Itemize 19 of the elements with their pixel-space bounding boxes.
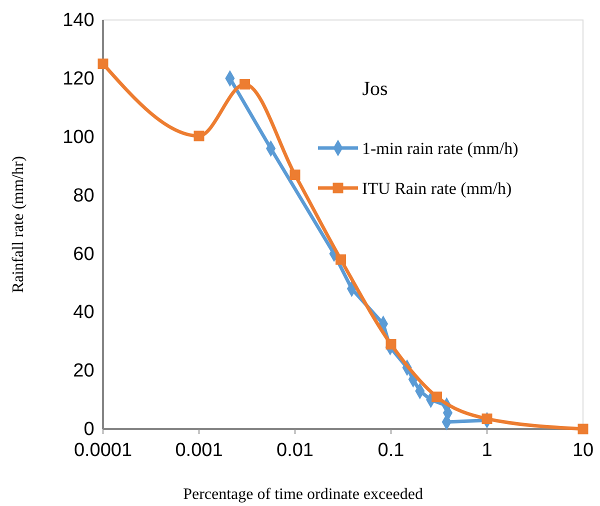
x-tick-label: 10 [572,440,594,461]
y-tick-label: 40 [73,302,94,324]
text: Jos [362,78,388,100]
x-tick-label: 1 [482,440,492,461]
y-tick-label: 100 [62,126,94,148]
x-tick-label: 0.01 [276,440,314,461]
x-axis-title: Percentage of time ordinate exceeded [183,486,423,503]
y-tick-label: 60 [73,244,94,265]
y-tick-label: 80 [73,185,94,206]
legend-label: 1-min rain rate (mm/h) [362,139,518,158]
x-tick-label: 0.0001 [74,440,132,461]
y-tick-label: 120 [62,68,94,90]
legend-label: ITU Rain rate (mm/h) [362,179,512,198]
y-tick-label: 0 [84,419,94,440]
y-tick-label: 140 [62,10,94,32]
y-axis-title: Rainfall rate (mm/hr) [10,156,27,293]
y-tick-label: 20 [73,360,94,382]
x-tick-label: 0.1 [378,440,404,461]
x-tick-label: 0.001 [175,440,223,461]
